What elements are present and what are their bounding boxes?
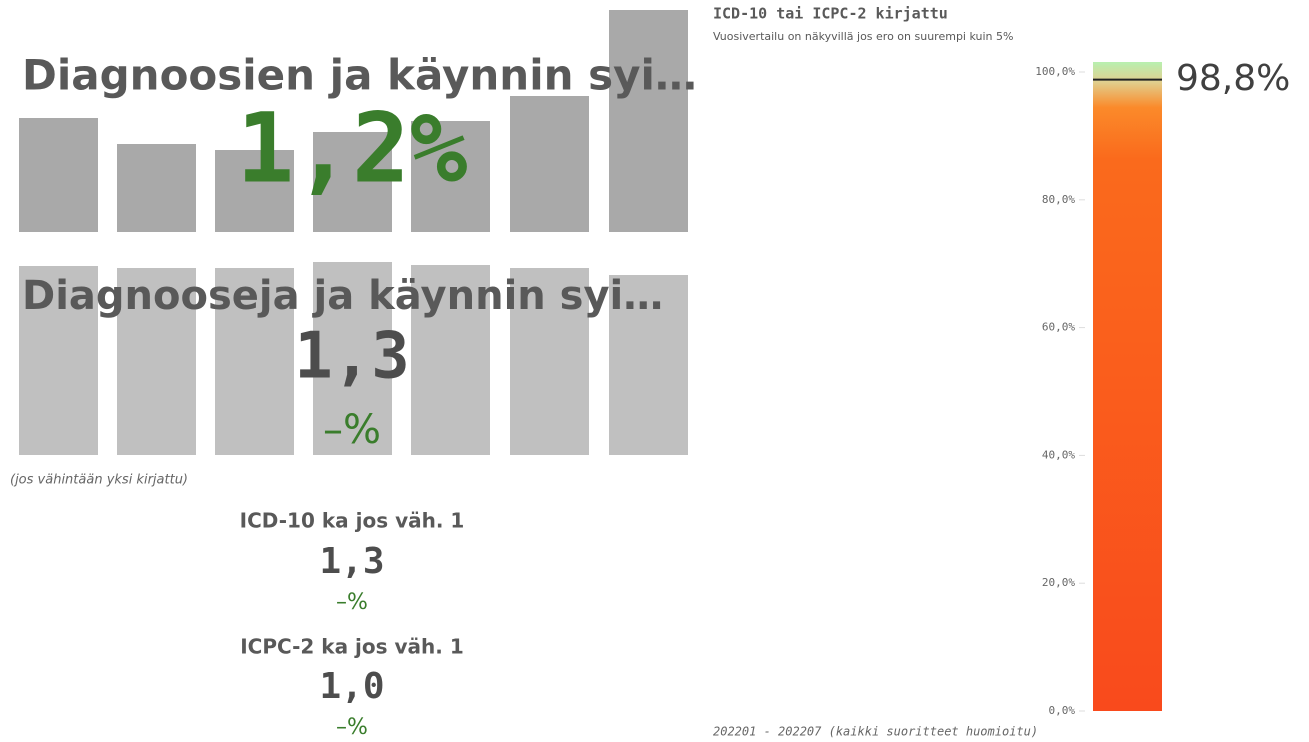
bg-bar [411,121,490,232]
kpi1-background-bars [19,10,688,232]
kpi-title: ICD-10 ka jos väh. 1 [240,509,465,533]
bg-bar [609,10,688,232]
bg-bar [510,268,589,455]
y-tick-label: 60,0% [1042,321,1075,334]
y-tick-label: 20,0% [1042,576,1075,589]
kpi-change: –% [336,715,368,740]
y-tick-label: 40,0% [1042,448,1075,461]
kpi-value: 1,0 [319,666,384,707]
kpi-value: 1,3 [319,541,384,582]
y-tick-label: 80,0% [1042,193,1075,206]
chart-subtitle: Vuosivertailu on näkyvillä jos ero on su… [713,30,1013,43]
chart-title: ICD-10 tai ICPC-2 kirjattu [713,5,948,23]
y-tick-label: 100,0% [1035,65,1075,78]
kpi-value: 1,3 [294,320,410,394]
bg-bar [313,262,392,455]
bg-bar [215,268,294,455]
bg-bar [117,268,196,455]
bg-bar [510,96,589,232]
bg-bar [19,118,98,232]
kpi-value: 1,2% [236,92,467,204]
kpi2-background-bars [19,262,688,455]
kpi-change: –% [336,590,368,615]
x-axis-label: 202201 - 202207 (kaikki suoritteet huomi… [713,725,1038,739]
kpi-change: –% [323,407,381,453]
bg-bar [19,266,98,455]
note: (jos vähintään yksi kirjattu) [10,473,188,488]
kpi-title: Diagnooseja ja käynnin syi… [22,273,663,319]
gauge-value-label: 98,8% [1176,58,1290,99]
kpi-title: ICPC-2 ka jos väh. 1 [240,635,464,659]
bg-bar [215,150,294,232]
bg-bar [313,132,392,232]
bg-bar [117,144,196,232]
bg-bar [609,275,688,455]
kpi-title: Diagnoosien ja käynnin syi… [22,51,697,100]
bg-bar [411,265,490,455]
gauge-bar [1093,62,1162,711]
y-tick-label: 0,0% [1049,704,1076,717]
